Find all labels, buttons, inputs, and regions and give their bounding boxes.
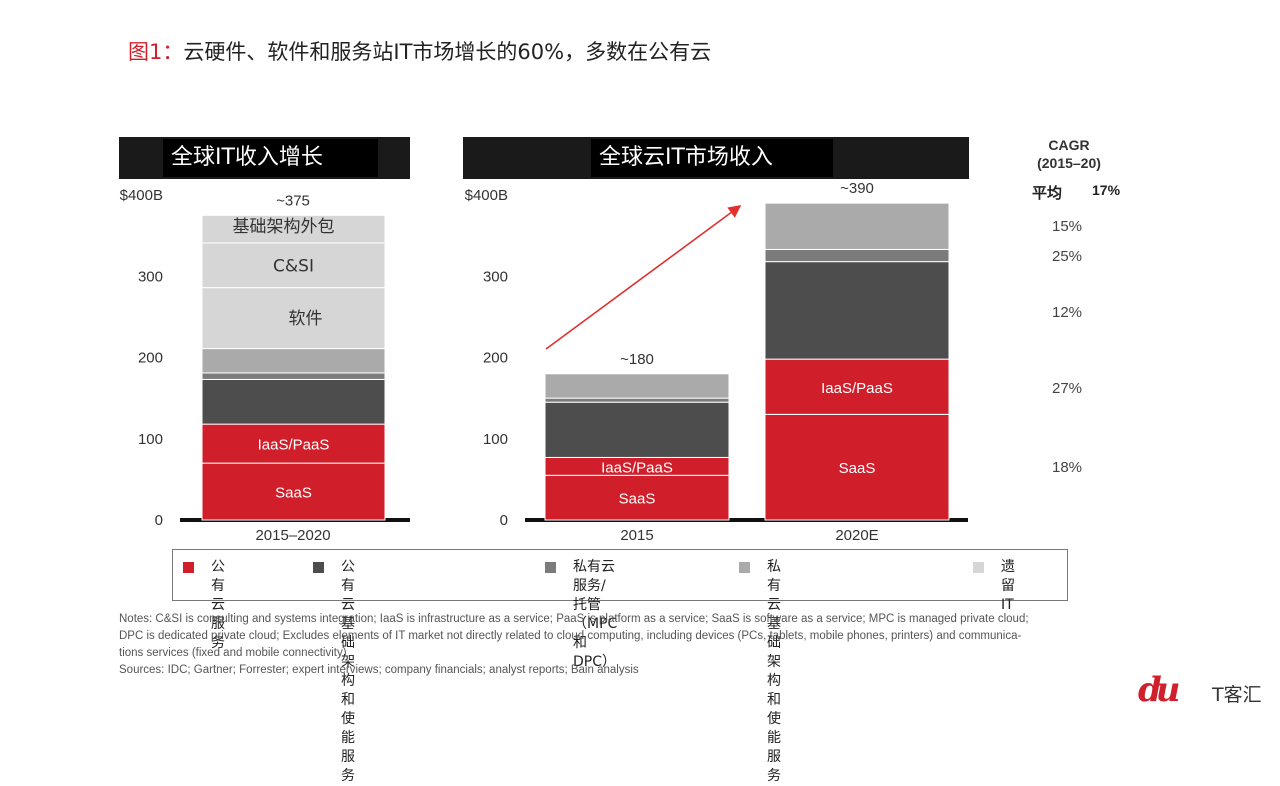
cagr-value-saas-infra: 15% [1052, 218, 1083, 235]
right-chart-total-label: ~390 [840, 180, 874, 197]
left-chart-bar-segment [201, 378, 386, 425]
legend-swatch-red [183, 562, 194, 573]
left-chart-y-tick-label: $400B [120, 187, 163, 204]
chart-legend: 公有云服务 公有云基础架构和使能 服务 私有云服务/托管 （MPC和DPC） 私有云… [172, 549, 1068, 784]
cagr-header: CAGR (2015–20) [1034, 136, 1104, 172]
cagr-average-value: 17% [1092, 182, 1121, 198]
right-chart-y-tick-label: 100 [483, 431, 508, 448]
cagr-header-line2: (2015–20) [1037, 155, 1101, 171]
left-chart-bar-segment [201, 462, 386, 521]
legend-label: 公有云服务 [211, 559, 225, 651]
right-chart-category-label: 2015 [620, 527, 653, 544]
figure-title-text: 云硬件、软件和服务站IT市场增长的60%，多数在公有云 [183, 40, 712, 64]
left-chart-bar-segment-label: 基础架构外包 [233, 217, 335, 237]
right-chart-category-label: 2020E [835, 527, 878, 544]
panel-header-right: 全球云IT市场收入 [463, 137, 969, 179]
cagr-value-iaas-paas: 27% [1052, 380, 1083, 397]
legend-swatch-pale-gray [973, 562, 984, 573]
legend-label: 遗留IT [1001, 559, 1015, 613]
right-chart-total-label: ~180 [620, 351, 654, 368]
logo-text: T客汇 [1212, 684, 1262, 706]
notes-line-3: tions services (fixed and mobile connect… [119, 647, 347, 659]
cagr-average-label: 平均 [1032, 184, 1063, 202]
right-chart-bar-2020E-segment [764, 261, 950, 360]
right-chart-y-tick-label: 200 [483, 350, 508, 367]
figure-number: 图1： [128, 40, 184, 64]
cagr-value-private-services: 25% [1052, 248, 1083, 265]
legend-swatch-light-gray [739, 562, 750, 573]
right-chart-bar-2015-segment [544, 401, 730, 458]
right-chart-bar-2015-segment [544, 397, 730, 403]
panel-title-right: 全球云IT市场收入 [591, 139, 833, 177]
chart-notes: Notes: C&SI is consulting and systems in… [119, 611, 1129, 679]
left-chart-total-label: ~375 [276, 192, 310, 209]
right-chart-bar-2020E-segment [764, 413, 950, 521]
cagr-value-saas: 18% [1052, 459, 1083, 476]
left-chart-bar-segment [201, 348, 386, 374]
left-chart-bar-segment [201, 372, 386, 380]
notes-line-1: Notes: C&SI is consulting and systems in… [119, 613, 1029, 625]
left-chart-bar-segment-label: SaaS [275, 485, 312, 502]
left-chart-bar-segment-label: 软件 [289, 309, 323, 329]
brand-logo: du T客汇 [1138, 670, 1270, 714]
right-chart-bar-2020E-segment-label: SaaS [839, 460, 876, 477]
right-chart-bar-2015-segment-label: SaaS [619, 491, 656, 508]
right-chart-bar-2015-segment-label: IaaS/PaaS [601, 459, 673, 476]
panel-header-left: 全球IT收入增长 [119, 137, 410, 179]
right-chart-y-tick-label: $400B [465, 187, 508, 204]
growth-arrow [545, 205, 742, 350]
right-chart-y-tick-label: 0 [500, 512, 508, 529]
left-chart-bar-segment-label: C&SI [273, 256, 314, 276]
left-chart-y-tick-label: 300 [138, 268, 163, 285]
left-chart-bar-segment-label: IaaS/PaaS [258, 437, 330, 454]
legend-swatch-mid-gray [545, 562, 556, 573]
left-chart-y-tick-label: 200 [138, 350, 163, 367]
left-chart-bar-segment [201, 242, 386, 289]
stacked-bar-charts: 0 100 200 300 $400B SaaS IaaS/PaaS 软件 C&SI 基础架构外包… [120, 180, 968, 544]
legend-label: 私有云服务/托管 （MPC和DPC） [573, 559, 618, 670]
figure-title: 图1：云硬件、软件和服务站IT市场增长的60%，多数在公有云 [128, 36, 711, 66]
right-chart-bar-2015-segment [544, 474, 730, 521]
right-chart-bar-2020E-segment [764, 202, 950, 250]
left-chart-bar-segment [201, 214, 386, 244]
right-chart-bar-2020E-segment [764, 248, 950, 263]
right-chart-y-tick-label: 300 [483, 268, 508, 285]
right-chart-bar-2015-segment [544, 373, 730, 399]
right-chart-bar-2020E-segment [764, 358, 950, 415]
left-chart-y-tick-label: 100 [138, 431, 163, 448]
left-chart-bar-segment [201, 287, 386, 350]
cagr-value-public-infra: 12% [1052, 304, 1083, 321]
cagr-header-line1: CAGR [1048, 137, 1090, 153]
logo-mark: du [1138, 670, 1180, 710]
notes-line-2: DPC is dedicated private cloud; Excludes… [119, 630, 1022, 642]
sources-line: Sources: IDC; Gartner; Forrester; expert… [119, 664, 639, 676]
left-chart-bar-segment [201, 423, 386, 464]
panel-title-left: 全球IT收入增长 [163, 139, 378, 177]
right-chart-bar-2020E-segment-label: IaaS/PaaS [821, 380, 893, 397]
left-chart-y-tick-label: 0 [155, 512, 163, 529]
legend-swatch-dark-gray [313, 562, 324, 573]
left-chart-category-label: 2015–2020 [255, 527, 330, 544]
